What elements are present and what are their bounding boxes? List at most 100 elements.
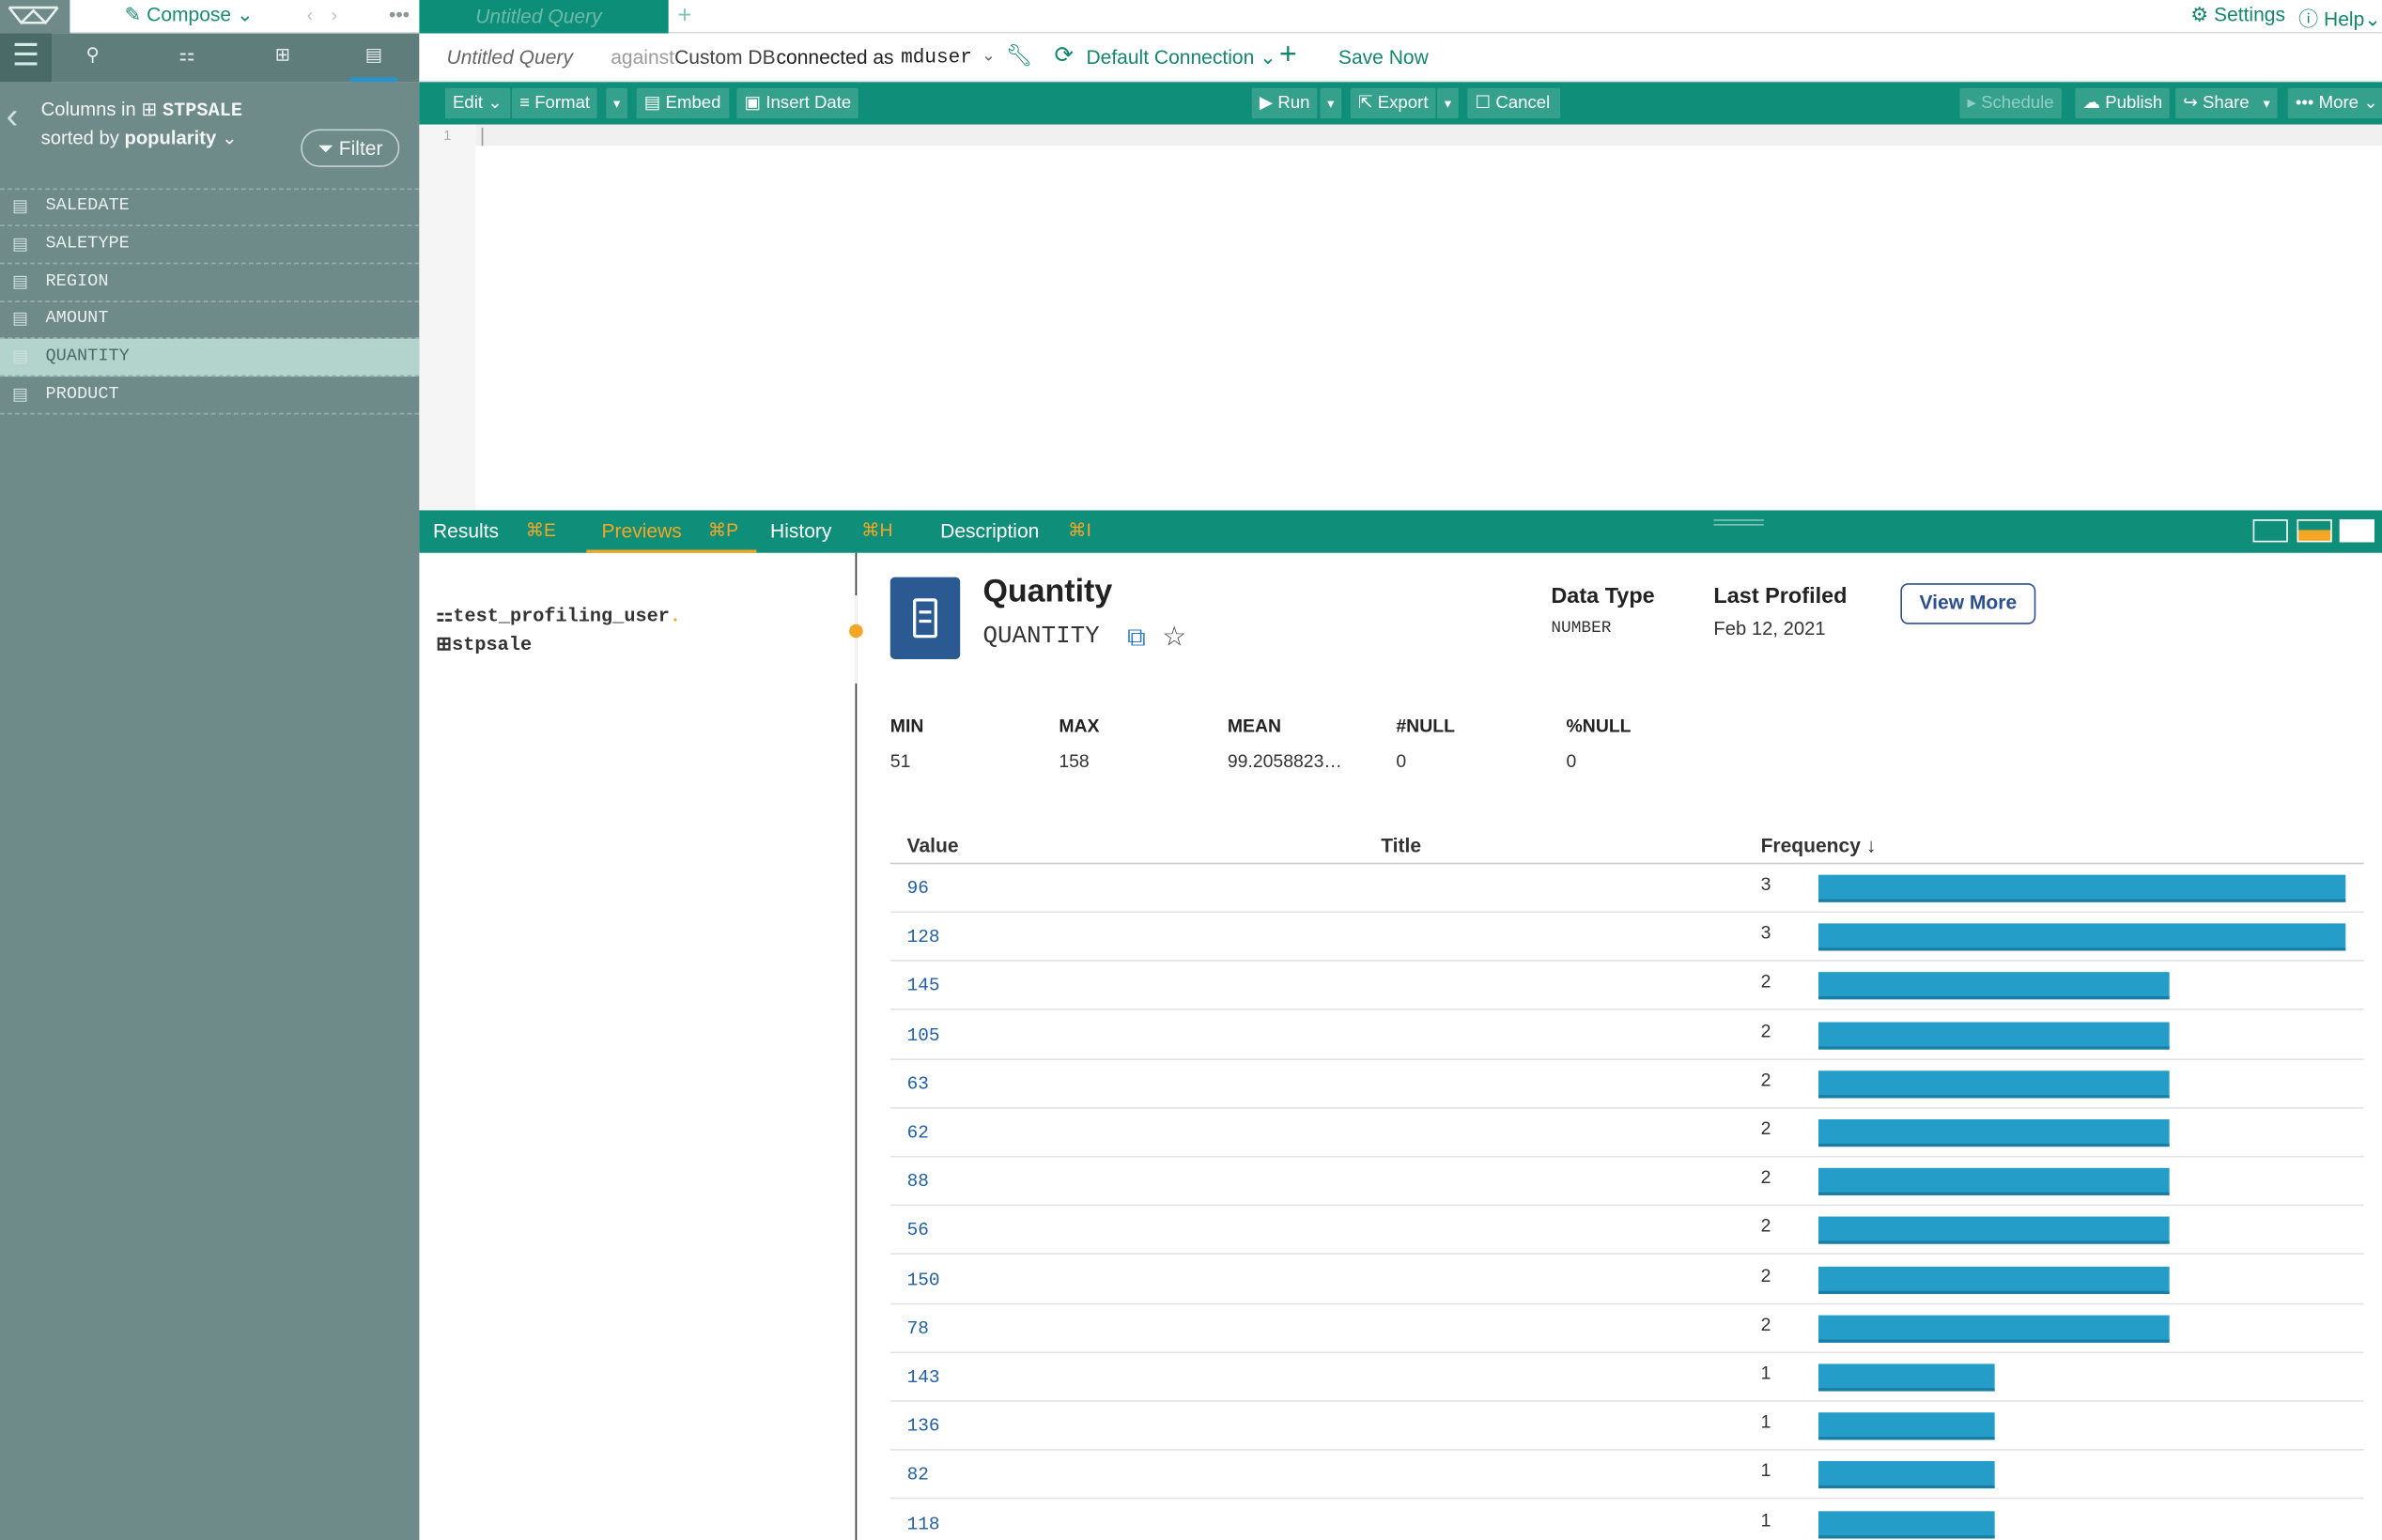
wrench-icon[interactable]: 🔧︎ <box>1005 42 1033 68</box>
tree-table-item[interactable]: ⊞stpsale <box>436 632 532 656</box>
table-row[interactable] <box>889 1207 2364 1255</box>
row-value[interactable]: 128 <box>906 926 940 948</box>
row-value[interactable]: 105 <box>906 1024 940 1046</box>
layout-editor-icon[interactable] <box>2252 519 2288 543</box>
default-connection-dropdown[interactable]: Default Connection ⌄ <box>1086 46 1276 70</box>
row-value[interactable]: 118 <box>906 1513 940 1535</box>
cancel-button[interactable]: ☐ Cancel <box>1467 87 1561 119</box>
text-cursor <box>481 127 484 146</box>
table-row[interactable] <box>889 1011 2364 1060</box>
table-row[interactable] <box>889 962 2364 1011</box>
table-row[interactable] <box>889 913 2364 962</box>
title-column-header[interactable]: Title <box>1381 833 1422 857</box>
query-title[interactable]: Untitled Query <box>446 45 573 69</box>
row-value[interactable]: 78 <box>906 1317 929 1340</box>
more-options-button[interactable]: ••• <box>389 3 410 26</box>
frequency-column-header[interactable]: Frequency ↓ <box>1760 833 1877 857</box>
data-type-value: NUMBER <box>1551 619 1612 639</box>
history-nav[interactable]: ‹› <box>307 5 356 26</box>
hamburger-menu-icon[interactable]: ☰ <box>0 33 52 83</box>
more-button[interactable]: ••• More ⌄ <box>2287 87 2382 119</box>
row-value[interactable]: 82 <box>906 1464 929 1486</box>
table-row[interactable] <box>889 1402 2364 1451</box>
settings-button[interactable]: ⚙ Settings <box>2190 3 2285 27</box>
add-connection-button[interactable]: + <box>1278 38 1297 72</box>
layout-results-icon[interactable] <box>2339 519 2374 543</box>
row-frequency: 2 <box>1760 1215 1771 1238</box>
format-dropdown[interactable]: ▾ <box>606 87 627 119</box>
compose-label: Compose <box>147 3 232 26</box>
share-dropdown[interactable]: ▾ <box>2255 87 2278 119</box>
editor-active-line[interactable] <box>475 124 2382 146</box>
table-row[interactable] <box>889 1158 2364 1207</box>
column-icon[interactable]: ▤ <box>364 43 383 66</box>
help-button[interactable]: ⓘ Help⌄ <box>2298 3 2381 32</box>
row-value[interactable]: 96 <box>906 877 929 900</box>
table-row[interactable] <box>889 864 2364 914</box>
external-link-icon[interactable]: ⧉ <box>1127 623 1146 652</box>
back-chevron-icon[interactable]: ‹ <box>6 95 19 137</box>
schedule-button[interactable]: ▸ Schedule <box>1959 87 2062 119</box>
table-row[interactable] <box>889 1304 2364 1353</box>
tree-schema-item[interactable]: ⚏test_profiling_user. <box>436 603 681 627</box>
chevron-down-icon[interactable]: ⌄ <box>981 47 996 66</box>
column-item[interactable]: ▤ SALEDATE <box>0 189 420 226</box>
table-icon[interactable]: ⊞ <box>274 43 290 66</box>
share-button[interactable]: ↪ Share <box>2175 87 2257 119</box>
column-item[interactable]: ▤ SALETYPE <box>0 226 420 265</box>
layout-split-icon[interactable] <box>2297 519 2332 543</box>
new-tab-button[interactable]: + <box>677 3 692 29</box>
connection-name[interactable]: Custom DB <box>674 45 776 69</box>
connection-user[interactable]: mduser <box>901 45 972 69</box>
publish-button[interactable]: ☁ Publish <box>2075 87 2171 119</box>
column-item[interactable]: ▤ AMOUNT <box>0 301 420 340</box>
stat-label: MEAN <box>1227 715 1282 737</box>
resize-handle[interactable] <box>1713 519 1764 526</box>
filter-button[interactable]: ⏷ Filter <box>301 129 400 167</box>
edit-button[interactable]: Edit ⌄ <box>444 87 510 119</box>
table-row[interactable] <box>889 1353 2364 1402</box>
table-row[interactable] <box>889 1060 2364 1109</box>
star-icon[interactable]: ☆ <box>1162 621 1187 652</box>
export-button[interactable]: ⇱ Export <box>1350 87 1436 119</box>
nav-back-button[interactable]: ‹ <box>306 4 332 26</box>
row-value[interactable]: 145 <box>906 976 940 997</box>
tab-untitled-query[interactable]: Untitled Query <box>419 0 669 34</box>
search-icon[interactable]: ⚲ <box>85 43 100 66</box>
view-more-button[interactable]: View More <box>1900 583 2036 624</box>
tab-description[interactable]: Description <box>940 519 1040 543</box>
export-dropdown[interactable]: ▾ <box>1437 87 1459 119</box>
tab-history[interactable]: History <box>770 519 832 543</box>
tab-previews[interactable]: Previews <box>601 519 682 543</box>
row-value[interactable]: 63 <box>906 1073 929 1095</box>
row-value[interactable]: 150 <box>906 1269 940 1291</box>
row-value[interactable]: 88 <box>906 1171 929 1193</box>
app-logo[interactable] <box>0 0 70 34</box>
schema-icon[interactable]: ⚏ <box>178 43 195 66</box>
row-value[interactable]: 62 <box>906 1122 929 1144</box>
tab-results[interactable]: Results <box>432 519 500 543</box>
refresh-icon[interactable]: ⟳ <box>1054 42 1074 69</box>
row-value[interactable]: 136 <box>906 1415 940 1438</box>
panel-divider[interactable] <box>855 552 858 1540</box>
sort-selector[interactable]: sorted by popularity ⌄ <box>41 126 238 149</box>
format-label: Format <box>534 94 591 113</box>
table-row[interactable] <box>890 1500 2364 1540</box>
column-item[interactable]: ▤ PRODUCT <box>0 377 420 415</box>
column-item[interactable]: ▤ QUANTITY <box>0 338 420 377</box>
table-row[interactable] <box>889 1255 2364 1304</box>
insert-date-button[interactable]: ▣ Insert Date <box>736 87 859 119</box>
compose-menu[interactable]: ✎ Compose ⌄ <box>125 3 254 27</box>
run-button[interactable]: ▶ Run <box>1251 87 1318 119</box>
save-now-button[interactable]: Save Now <box>1338 45 1429 69</box>
nav-forward-button[interactable]: › <box>331 4 356 26</box>
format-button[interactable]: ≡ Format <box>512 87 598 119</box>
run-dropdown[interactable]: ▾ <box>1320 87 1342 119</box>
row-value[interactable]: 143 <box>906 1366 940 1389</box>
table-row[interactable] <box>889 1451 2364 1501</box>
table-row[interactable] <box>889 1109 2364 1158</box>
value-column-header[interactable]: Value <box>906 833 959 857</box>
embed-button[interactable]: ▤ Embed <box>636 87 729 119</box>
column-item[interactable]: ▤ REGION <box>0 264 420 302</box>
row-value[interactable]: 56 <box>906 1220 929 1242</box>
